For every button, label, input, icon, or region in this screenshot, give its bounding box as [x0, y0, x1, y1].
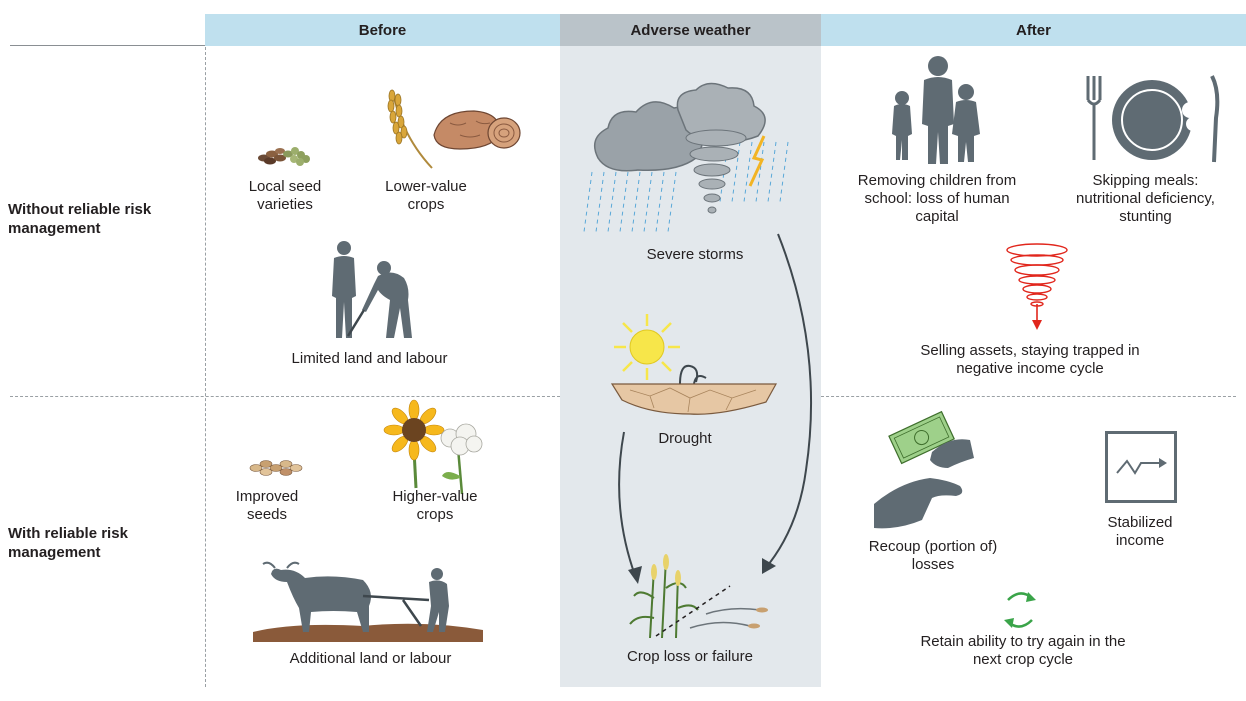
label-improved-seeds: Improved seeds — [235, 488, 299, 523]
label-selling-assets: Selling assets, staying trapped in negat… — [920, 342, 1140, 377]
sun-icon — [614, 314, 680, 380]
downward-spiral-icon — [1006, 243, 1068, 330]
family-icon — [892, 56, 980, 164]
label-lower-value-crops: Lower-value crops — [385, 178, 467, 213]
header-after: After — [821, 14, 1246, 46]
storm-icon — [583, 82, 789, 233]
label-stabilized-income: Stabilized income — [1107, 514, 1173, 549]
header-before-label: Before — [358, 21, 407, 39]
ox-plough-icon — [253, 561, 483, 642]
cracked-soil-icon — [610, 364, 778, 415]
row-divider-right — [821, 396, 1236, 397]
empty-plate-icon — [1086, 75, 1220, 163]
sunflower-icon — [383, 399, 445, 489]
label-limited-land: Limited land and labour — [291, 350, 448, 367]
label-crop-loss: Crop loss or failure — [627, 648, 753, 665]
cycle-arrows-icon — [1004, 592, 1036, 628]
header-after-label: After — [1015, 21, 1051, 39]
farmers-icon — [332, 241, 412, 338]
cotton-icon — [440, 423, 483, 495]
sweet-potato-icon — [433, 110, 521, 150]
top-rule — [10, 45, 205, 46]
row-label-without: Without reliable risk management — [8, 201, 152, 237]
improved-seeds-icon — [249, 460, 303, 476]
label-removing-children: Removing children from school: loss of h… — [857, 172, 1017, 225]
header-adverse: Adverse weather — [560, 14, 821, 46]
arrow-storms-to-loss — [762, 233, 812, 574]
stable-chart-icon — [1105, 431, 1177, 503]
crop-failure-icon — [629, 554, 768, 639]
label-recoup: Recoup (portion of) losses — [868, 538, 998, 573]
label-skipping-meals: Skipping meals: nutritional deficiency, … — [1076, 172, 1215, 225]
label-drought: Drought — [658, 430, 712, 447]
tornado-icon — [685, 129, 747, 214]
header-before: Before — [205, 14, 560, 46]
seeds-icon — [258, 147, 310, 166]
row-label-with: With reliable risk management — [8, 525, 128, 561]
row-divider-left — [10, 396, 560, 397]
money-hands-icon — [874, 410, 974, 529]
arrow-drought-to-loss — [618, 431, 642, 584]
header-adverse-label: Adverse weather — [630, 21, 751, 39]
label-higher-value-crops: Higher-value crops — [392, 488, 478, 523]
label-additional-land: Additional land or labour — [289, 650, 452, 667]
label-severe-storms: Severe storms — [646, 246, 744, 263]
vertical-divider — [205, 47, 206, 687]
wheat-icon — [387, 89, 433, 169]
label-local-seed: Local seed varieties — [248, 178, 322, 213]
label-retain-ability: Retain ability to try again in the next … — [920, 633, 1126, 668]
